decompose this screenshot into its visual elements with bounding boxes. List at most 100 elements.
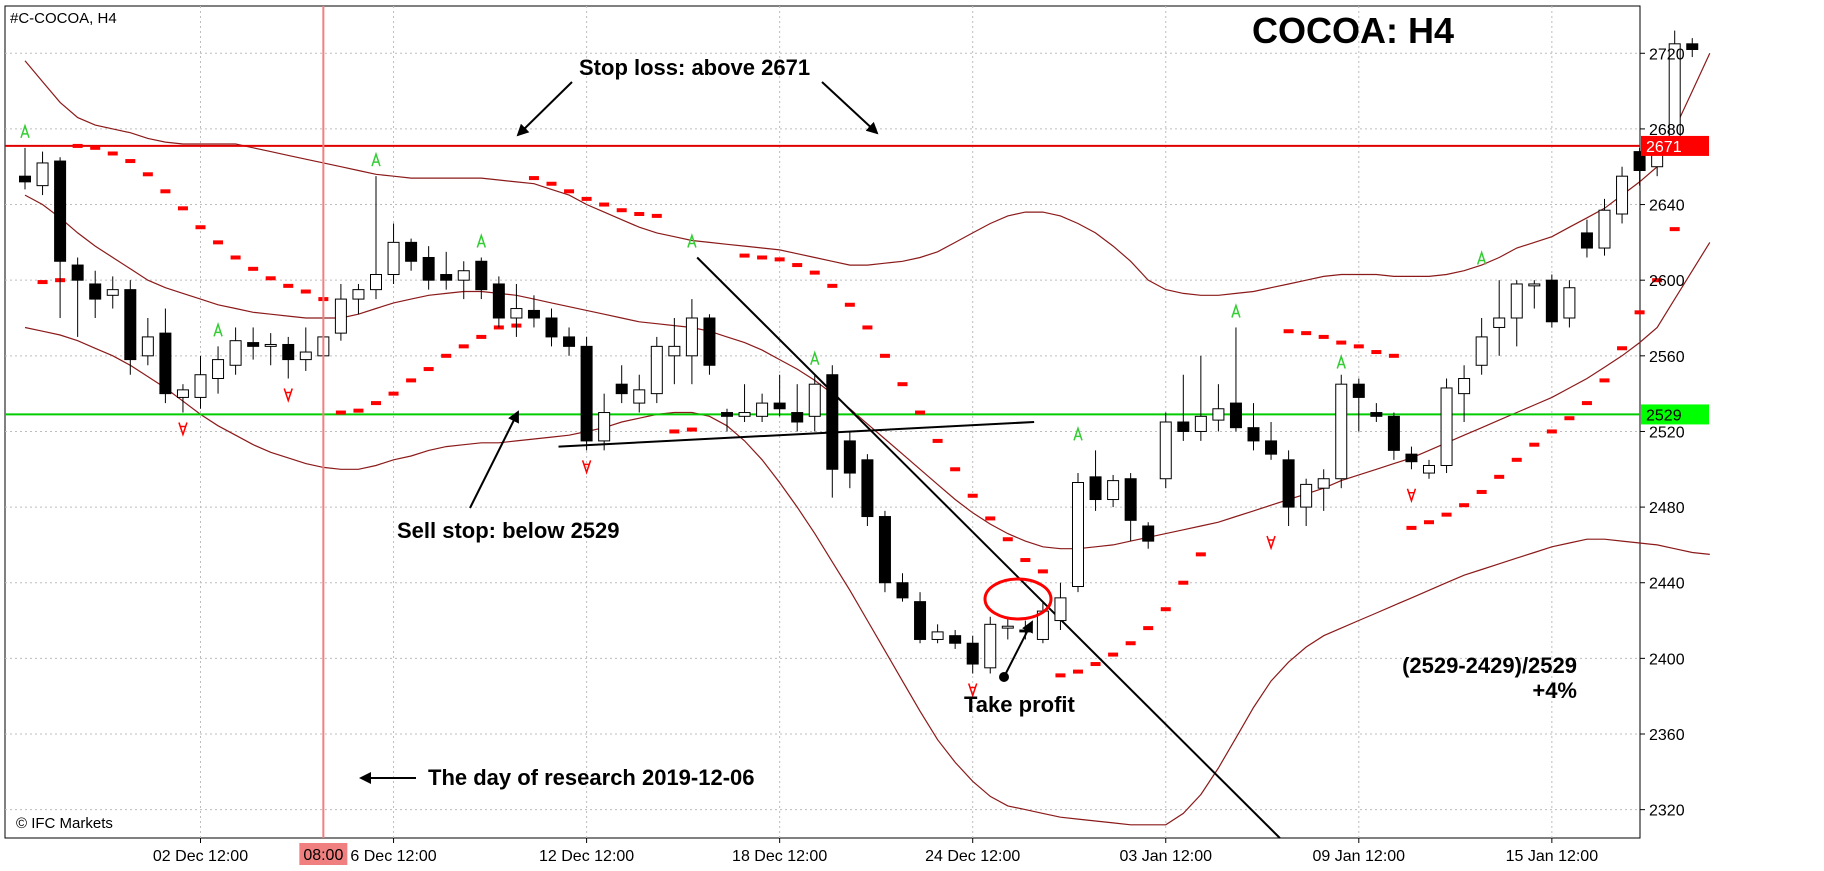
sell-stop-annotation: Sell stop: below 2529	[397, 518, 620, 543]
candle-body-bull	[36, 162, 49, 187]
sar-dot	[1002, 537, 1013, 542]
candle	[1528, 280, 1541, 309]
candle-body-bear	[527, 309, 540, 319]
fractal-up-arrow	[20, 123, 30, 139]
candle	[931, 624, 944, 644]
candle-body-bull	[1300, 483, 1313, 508]
sar-dot	[1178, 580, 1189, 585]
candle-body-bull	[212, 359, 225, 380]
sar-dot	[142, 172, 153, 177]
sar-dot	[160, 189, 171, 194]
sell-stop-arrow	[469, 410, 519, 509]
candle	[1440, 378, 1453, 474]
price-tick-label: 2480	[1649, 500, 1685, 517]
sar-dot	[739, 253, 750, 258]
candle	[1159, 412, 1172, 489]
candle-body-bull	[194, 374, 207, 398]
candle	[422, 246, 435, 290]
candle	[229, 327, 242, 375]
time-tick-label: 02 Dec 12:00	[153, 848, 248, 865]
chart-title: COCOA: H4	[1252, 10, 1454, 51]
sar-dot	[230, 255, 241, 260]
sar-dot	[1353, 344, 1364, 349]
candle-body-bear	[247, 342, 260, 347]
candle-body-bull	[1107, 480, 1120, 501]
sar-dot	[651, 213, 662, 218]
sar-dot	[1441, 512, 1452, 517]
candle-body-bull	[598, 412, 611, 442]
candle	[650, 336, 663, 404]
candle-body-bull	[984, 623, 997, 669]
sell-stop-price-tag: 2529	[1641, 404, 1709, 425]
candle-body-bear	[492, 283, 505, 319]
sar-dot	[1037, 569, 1048, 574]
time-tick-label: 6 Dec 12:00	[350, 848, 436, 865]
candle	[1001, 616, 1014, 640]
fractal-up-arrow	[1231, 303, 1241, 318]
sar-dot	[1108, 652, 1119, 657]
candle-body-bull	[299, 351, 312, 361]
candle-body-bear	[422, 256, 435, 281]
candle	[1072, 473, 1084, 593]
take-profit-arrow	[1003, 620, 1033, 678]
fractal-up-arrow	[687, 233, 697, 248]
price-tick-label: 2680	[1649, 122, 1685, 139]
candle	[949, 630, 962, 649]
candle-body-bull	[1159, 421, 1172, 480]
time-tick-label: 03 Jan 12:00	[1119, 848, 1212, 865]
candle-body-bull	[931, 631, 944, 640]
candle	[966, 635, 979, 674]
candle-body-bull	[1510, 283, 1523, 319]
fractal-up-arrow	[476, 233, 487, 248]
candle	[1177, 374, 1190, 441]
sar-dot	[476, 334, 487, 339]
candle	[984, 616, 997, 674]
candle	[1265, 422, 1278, 460]
candle-body-bear	[721, 412, 733, 417]
candle-body-bull	[141, 336, 154, 357]
candle	[370, 176, 382, 300]
candle-body-bull	[1616, 175, 1629, 215]
candle	[1107, 474, 1120, 508]
sar-dot	[1617, 346, 1628, 351]
fractal-down-arrow	[178, 422, 188, 437]
fractal-down-arrow	[967, 683, 978, 698]
candle-body-bear	[861, 459, 874, 518]
sar-dot	[879, 353, 890, 358]
candle	[738, 384, 751, 422]
candle	[773, 374, 786, 417]
stop-loss-arrow-right	[821, 81, 879, 135]
sar-dot	[300, 289, 311, 294]
candle	[1510, 280, 1523, 347]
candle	[1686, 38, 1699, 58]
fractal-down-arrow	[1266, 535, 1276, 551]
candle	[1545, 274, 1558, 328]
time-tick-label: 24 Dec 12:00	[925, 848, 1020, 865]
candle	[475, 257, 488, 300]
sar-dot	[335, 410, 346, 415]
candle-body-bull	[1317, 478, 1330, 489]
candle	[1247, 403, 1260, 451]
candle-body-bull	[1335, 383, 1348, 480]
sar-dot	[213, 240, 224, 245]
candle-body-bull	[1493, 317, 1506, 328]
sar-dot	[774, 257, 785, 262]
candle-body-bull	[1528, 283, 1541, 287]
candle-body-bull	[106, 289, 119, 296]
price-axis: 2320 2360 2400 2440 2480 2520 2560 2600 2640 2680…	[1640, 46, 1685, 820]
trendlines	[558, 256, 1281, 839]
sar-dot	[915, 410, 926, 415]
candle-body-bull	[176, 389, 189, 398]
price-tick-label: 2360	[1649, 727, 1685, 744]
candle	[1458, 365, 1471, 422]
candle	[1616, 166, 1629, 224]
candle-body-bull	[1423, 464, 1435, 474]
symbol-label: #C-COCOA, H4	[10, 10, 117, 27]
level-lines	[5, 144, 1640, 416]
candle-body-bull	[1475, 336, 1488, 366]
sar-dot	[581, 196, 592, 201]
sar-dot	[757, 255, 768, 260]
time-tick-label: 15 Jan 12:00	[1506, 848, 1599, 865]
